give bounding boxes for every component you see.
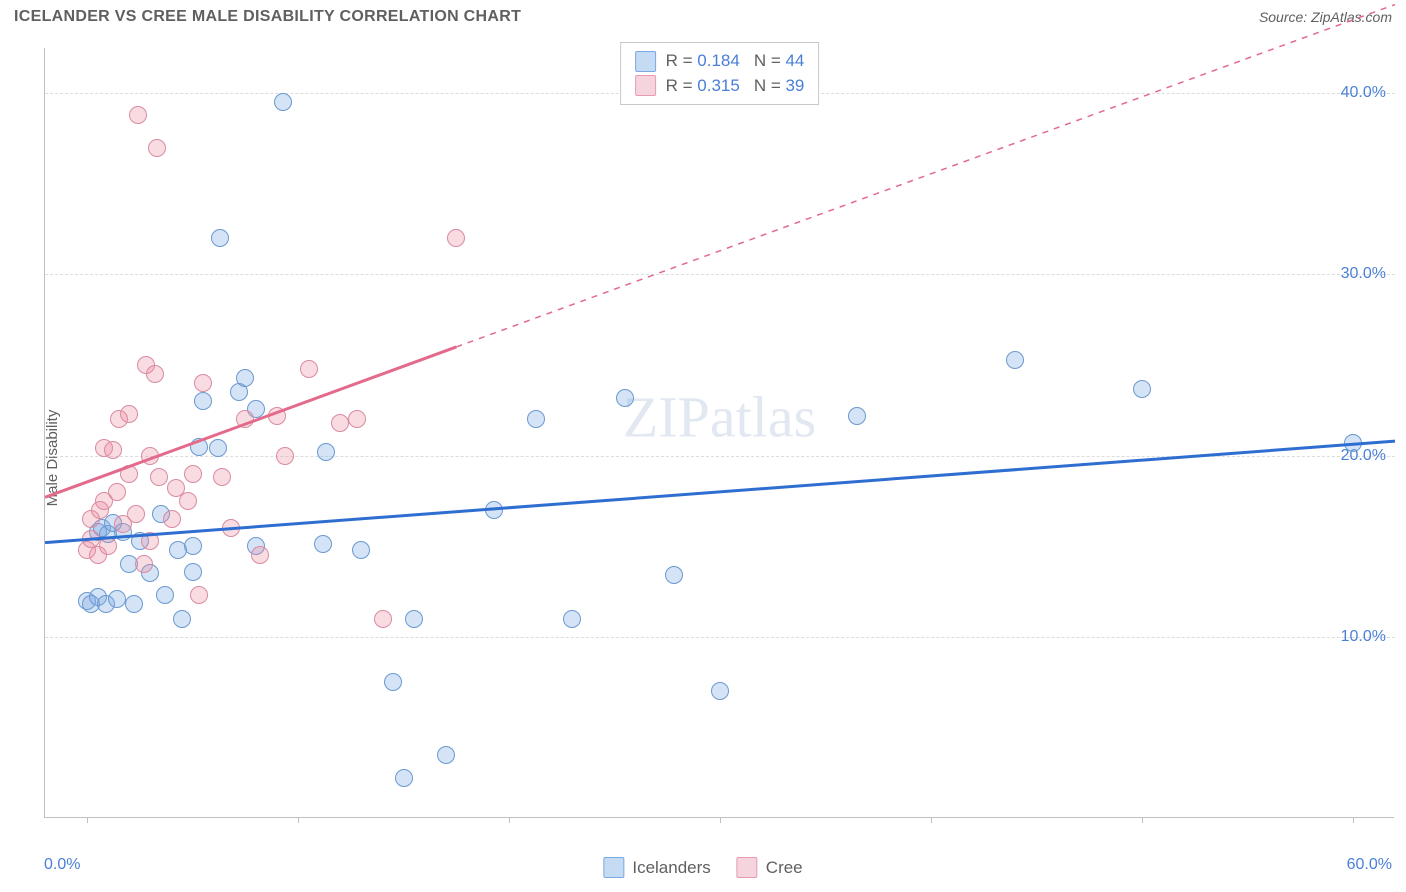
data-point (317, 443, 335, 461)
data-point (135, 555, 153, 573)
legend-swatch (635, 51, 656, 72)
data-point (184, 563, 202, 581)
legend-swatch (737, 857, 758, 878)
data-point (395, 769, 413, 787)
data-point (1133, 380, 1151, 398)
legend-swatch (603, 857, 624, 878)
legend-series-name: Cree (766, 858, 803, 878)
chart-container: Male Disability ZIPatlas R = 0.184N = 44… (0, 32, 1406, 884)
stats-legend: R = 0.184N = 44R = 0.315N = 39 (620, 42, 820, 105)
data-point (485, 501, 503, 519)
data-point (194, 374, 212, 392)
data-point (1344, 434, 1362, 452)
data-point (99, 537, 117, 555)
data-point (141, 447, 159, 465)
watermark: ZIPatlas (623, 384, 816, 451)
data-point (129, 106, 147, 124)
data-point (209, 439, 227, 457)
data-point (314, 535, 332, 553)
data-point (251, 546, 269, 564)
data-point (184, 465, 202, 483)
data-point (163, 510, 181, 528)
data-point (616, 389, 634, 407)
chart-source: Source: ZipAtlas.com (1259, 9, 1392, 25)
data-point (437, 746, 455, 764)
data-point (194, 392, 212, 410)
data-point (190, 438, 208, 456)
data-point (150, 468, 168, 486)
data-point (146, 365, 164, 383)
legend-item: Cree (737, 857, 803, 878)
x-tick (720, 817, 721, 823)
data-point (300, 360, 318, 378)
data-point (120, 405, 138, 423)
data-point (274, 93, 292, 111)
data-point (104, 441, 122, 459)
data-point (184, 537, 202, 555)
data-point (276, 447, 294, 465)
data-point (447, 229, 465, 247)
data-point (331, 414, 349, 432)
trend-lines-svg (45, 48, 1395, 818)
plot-area: ZIPatlas R = 0.184N = 44R = 0.315N = 39 … (44, 48, 1394, 818)
data-point (384, 673, 402, 691)
data-point (190, 586, 208, 604)
y-tick-label: 10.0% (1341, 628, 1386, 646)
series-legend: Icelanders Cree (603, 857, 802, 878)
data-point (1006, 351, 1024, 369)
x-tick (298, 817, 299, 823)
gridline (45, 274, 1395, 275)
y-tick-label: 40.0% (1341, 84, 1386, 102)
x-tick (509, 817, 510, 823)
data-point (211, 229, 229, 247)
legend-item: Icelanders (603, 857, 710, 878)
data-point (374, 610, 392, 628)
x-axis-max-label: 60.0% (1347, 856, 1392, 874)
data-point (527, 410, 545, 428)
y-tick-label: 30.0% (1341, 265, 1386, 283)
legend-row: R = 0.184N = 44 (635, 49, 805, 74)
x-tick (1353, 817, 1354, 823)
data-point (665, 566, 683, 584)
x-tick (931, 817, 932, 823)
data-point (268, 407, 286, 425)
legend-stats-text: R = 0.184N = 44 (666, 49, 805, 74)
data-point (82, 530, 100, 548)
data-point (352, 541, 370, 559)
legend-stats-text: R = 0.315N = 39 (666, 74, 805, 99)
gridline (45, 637, 1395, 638)
data-point (173, 610, 191, 628)
data-point (222, 519, 240, 537)
data-point (120, 465, 138, 483)
data-point (179, 492, 197, 510)
trend-line-extrapolated (456, 5, 1395, 347)
data-point (711, 682, 729, 700)
data-point (108, 590, 126, 608)
data-point (141, 532, 159, 550)
data-point (236, 369, 254, 387)
data-point (125, 595, 143, 613)
data-point (563, 610, 581, 628)
legend-series-name: Icelanders (632, 858, 710, 878)
x-tick (87, 817, 88, 823)
x-axis-min-label: 0.0% (44, 856, 80, 874)
data-point (213, 468, 231, 486)
legend-swatch (635, 75, 656, 96)
data-point (348, 410, 366, 428)
x-tick (1142, 817, 1143, 823)
data-point (127, 505, 145, 523)
data-point (108, 483, 126, 501)
gridline (45, 456, 1395, 457)
data-point (148, 139, 166, 157)
data-point (848, 407, 866, 425)
chart-title: ICELANDER VS CREE MALE DISABILITY CORREL… (14, 8, 521, 26)
legend-row: R = 0.315N = 39 (635, 74, 805, 99)
data-point (156, 586, 174, 604)
data-point (405, 610, 423, 628)
data-point (236, 410, 254, 428)
